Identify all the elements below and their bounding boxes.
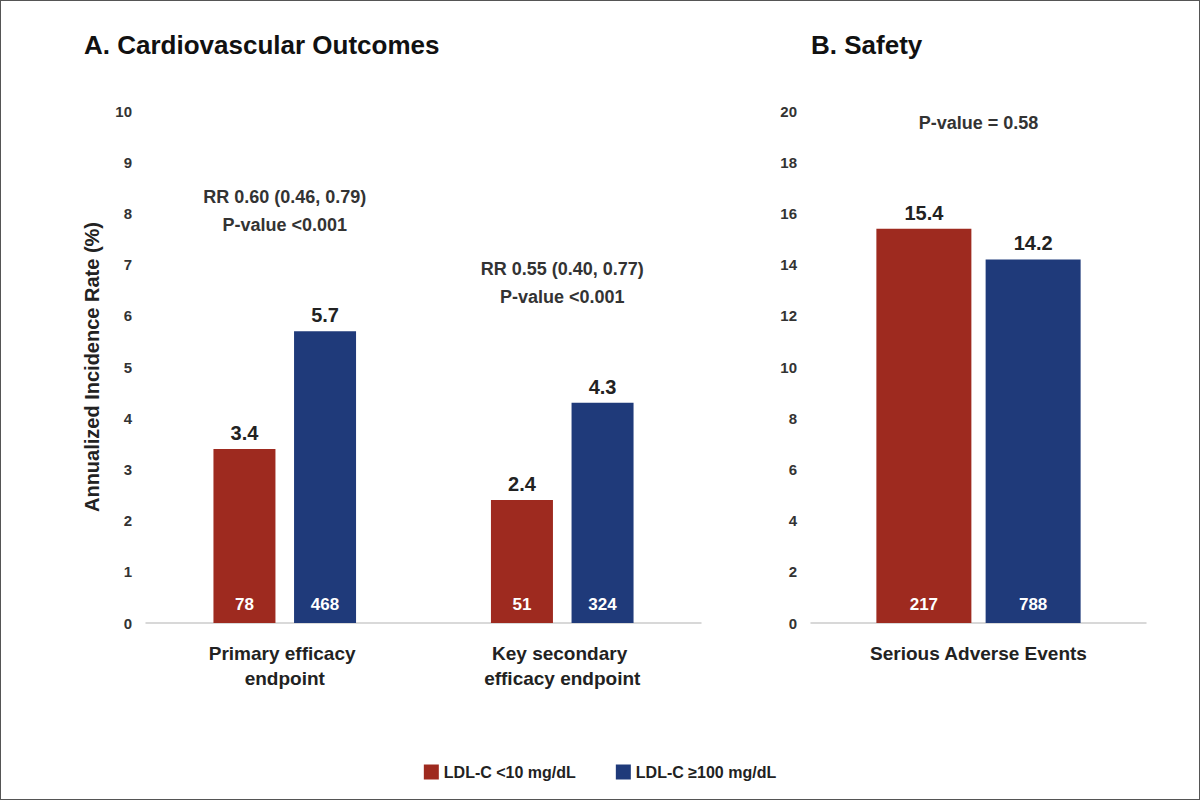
svg-text:2: 2 xyxy=(789,563,797,580)
svg-text:B. Safety: B. Safety xyxy=(811,30,923,60)
svg-text:RR 0.60 (0.46, 0.79): RR 0.60 (0.46, 0.79) xyxy=(203,187,366,207)
svg-text:2: 2 xyxy=(124,512,132,529)
svg-text:217: 217 xyxy=(910,595,938,614)
svg-text:14: 14 xyxy=(780,256,797,273)
svg-text:6: 6 xyxy=(124,307,132,324)
svg-text:2.4: 2.4 xyxy=(508,473,537,495)
svg-text:3: 3 xyxy=(124,461,132,478)
svg-text:5: 5 xyxy=(124,359,132,376)
svg-text:RR 0.55 (0.40, 0.77): RR 0.55 (0.40, 0.77) xyxy=(481,259,644,279)
svg-text:16: 16 xyxy=(780,205,797,222)
svg-text:20: 20 xyxy=(780,103,797,120)
svg-text:efficacy endpoint: efficacy endpoint xyxy=(484,668,641,689)
svg-text:10: 10 xyxy=(780,359,797,376)
svg-text:endpoint: endpoint xyxy=(245,668,326,689)
svg-text:51: 51 xyxy=(512,595,531,614)
svg-text:8: 8 xyxy=(789,410,797,427)
svg-text:10: 10 xyxy=(115,103,132,120)
svg-text:Annualized Incidence Rate (%): Annualized Incidence Rate (%) xyxy=(81,222,103,512)
svg-text:4: 4 xyxy=(124,410,133,427)
svg-text:P-value <0.001: P-value <0.001 xyxy=(222,215,347,235)
svg-text:4: 4 xyxy=(789,512,798,529)
svg-text:14.2: 14.2 xyxy=(1014,232,1053,254)
svg-text:324: 324 xyxy=(588,595,617,614)
svg-text:5.7: 5.7 xyxy=(311,304,339,326)
svg-text:18: 18 xyxy=(780,154,797,171)
svg-text:9: 9 xyxy=(124,154,132,171)
svg-text:78: 78 xyxy=(235,595,254,614)
svg-text:P-value <0.001: P-value <0.001 xyxy=(500,287,625,307)
svg-text:0: 0 xyxy=(124,615,132,632)
svg-text:A. Cardiovascular Outcomes: A. Cardiovascular Outcomes xyxy=(84,30,439,60)
svg-text:LDL-C <10 mg/dL: LDL-C <10 mg/dL xyxy=(444,764,576,781)
svg-text:468: 468 xyxy=(311,595,339,614)
svg-text:7: 7 xyxy=(124,256,132,273)
svg-text:Key secondary: Key secondary xyxy=(492,643,632,664)
svg-text:0: 0 xyxy=(789,615,797,632)
svg-text:6: 6 xyxy=(789,461,797,478)
svg-text:4.3: 4.3 xyxy=(589,376,617,398)
svg-text:Primary efficacy: Primary efficacy xyxy=(209,643,361,664)
svg-text:3.4: 3.4 xyxy=(231,422,260,444)
svg-text:1: 1 xyxy=(124,563,132,580)
svg-text:P-value = 0.58: P-value = 0.58 xyxy=(919,113,1039,133)
svg-text:12: 12 xyxy=(780,307,797,324)
svg-text:LDL-C ≥100 mg/dL: LDL-C ≥100 mg/dL xyxy=(636,764,777,781)
svg-text:8: 8 xyxy=(124,205,132,222)
svg-text:15.4: 15.4 xyxy=(904,202,944,224)
svg-text:Serious Adverse Events: Serious Adverse Events xyxy=(870,643,1087,664)
svg-text:788: 788 xyxy=(1019,595,1047,614)
